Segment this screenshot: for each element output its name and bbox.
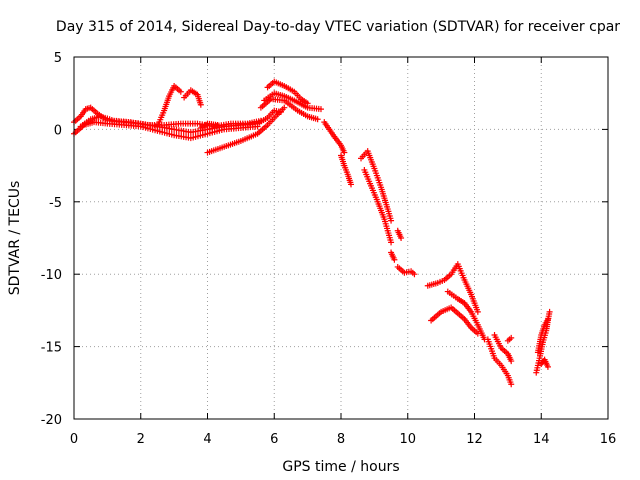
y-axis-label: SDTVAR / TECUs [7, 181, 23, 296]
data-point [544, 363, 551, 370]
data-point [474, 308, 481, 315]
data-point [544, 316, 551, 323]
data-point [177, 88, 184, 95]
x-tick-label: 0 [70, 432, 78, 447]
y-axis-ticks: -20 -15 -10 -5 0 5 [41, 51, 608, 428]
x-tick-label: 2 [137, 432, 145, 447]
x-tick-label: 16 [600, 432, 617, 447]
x-tick-label: 8 [337, 432, 345, 447]
data-point [508, 334, 515, 341]
data-point [304, 100, 311, 107]
y-tick-label: 0 [54, 123, 62, 138]
y-tick-label: -5 [49, 196, 62, 211]
data-point [388, 217, 395, 224]
x-tick-label: 6 [270, 432, 278, 447]
x-axis-label: GPS time / hours [282, 459, 399, 475]
grid [74, 57, 608, 419]
data-point [214, 122, 221, 129]
data-point [388, 239, 395, 246]
y-tick-label: -10 [41, 268, 62, 283]
data-point [508, 381, 515, 388]
chart-title: Day 315 of 2014, Sidereal Day-to-day VTE… [56, 19, 620, 35]
data-point [348, 181, 355, 188]
data-point [317, 106, 324, 113]
plot-frame [73, 56, 609, 420]
x-axis-ticks: 0 2 4 6 8 10 12 14 16 [70, 57, 616, 447]
data-point [341, 149, 348, 156]
y-tick-label: -15 [41, 341, 62, 356]
data-point [391, 256, 398, 263]
data-point [257, 117, 264, 124]
data-point [254, 123, 261, 130]
data-points [71, 78, 553, 388]
x-tick-label: 4 [203, 432, 211, 447]
y-tick-label: -20 [41, 413, 62, 428]
data-point [281, 104, 288, 111]
x-tick-label: 12 [466, 432, 483, 447]
y-tick-label: 5 [54, 51, 62, 66]
x-tick-label: 10 [399, 432, 416, 447]
data-point [546, 308, 553, 315]
data-point [508, 358, 515, 365]
data-point [411, 271, 418, 278]
data-point [398, 235, 405, 241]
x-tick-label: 14 [533, 432, 550, 447]
data-point [197, 101, 204, 108]
data-point [314, 116, 321, 123]
